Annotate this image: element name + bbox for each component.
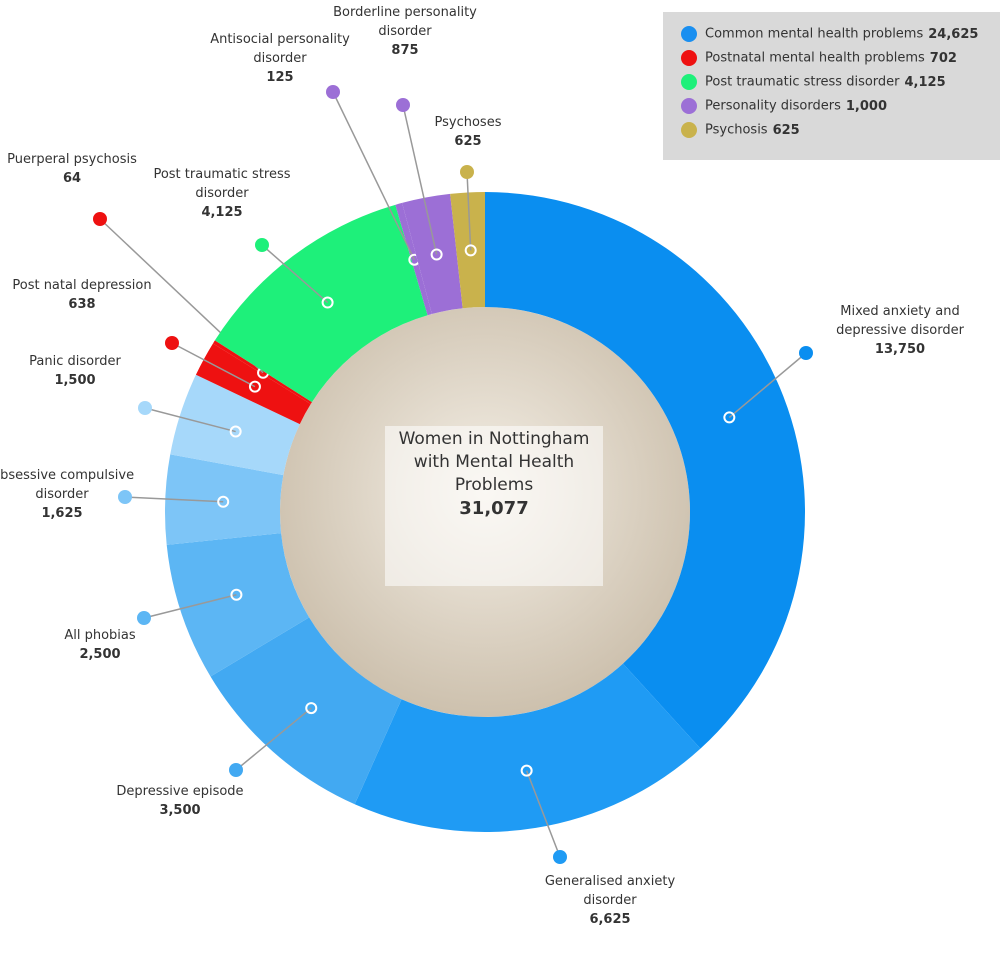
legend-name: Personality disorders xyxy=(705,99,841,114)
value-label: 125 xyxy=(205,68,355,87)
label-dot xyxy=(553,850,567,864)
legend-entry: Post traumatic stress disorder 4,125 xyxy=(681,74,946,90)
legend-name: Common mental health problems xyxy=(705,27,923,42)
legend-swatch xyxy=(681,74,697,90)
category-label: Psychoses xyxy=(435,115,502,130)
legend-name: Post traumatic stress disorder xyxy=(705,75,900,90)
legend-name: Postnatal mental health problems xyxy=(705,51,925,66)
value-label: 3,500 xyxy=(105,801,255,820)
segment-label: Borderline personality disorder 875 xyxy=(330,3,480,60)
legend-entry: Personality disorders 1,000 xyxy=(681,98,887,114)
label-dot xyxy=(165,336,179,350)
value-label: 6,625 xyxy=(535,910,685,929)
legend-entry: Psychosis 625 xyxy=(681,122,800,138)
category-label: Antisocial personality disorder xyxy=(210,32,350,66)
legend-value: 702 xyxy=(930,51,957,66)
value-label: 638 xyxy=(7,295,157,314)
legend-entry: Postnatal mental health problems 702 xyxy=(681,50,957,66)
label-dot xyxy=(93,212,107,226)
segment-label: Generalised anxiety disorder 6,625 xyxy=(535,872,685,929)
value-label: 13,750 xyxy=(825,340,975,359)
value-label: 625 xyxy=(393,132,543,151)
legend-value: 4,125 xyxy=(905,75,946,90)
segment-label: Post traumatic stress disorder 4,125 xyxy=(147,165,297,222)
segment-label: Psychoses 625 xyxy=(393,113,543,151)
category-label: Generalised anxiety disorder xyxy=(545,874,675,908)
label-dot xyxy=(138,401,152,415)
center-title: Women in Nottingham with Mental Health P… xyxy=(385,428,603,497)
label-dot xyxy=(255,238,269,252)
label-dot xyxy=(799,346,813,360)
value-label: 4,125 xyxy=(147,203,297,222)
center-total: 31,077 xyxy=(385,497,603,520)
category-label: Borderline personality disorder xyxy=(333,5,477,39)
chart: Women in Nottingham with Mental Health P… xyxy=(0,0,1000,957)
category-label: Obsessive compulsive disorder xyxy=(0,468,134,502)
label-dot xyxy=(229,763,243,777)
center-text: Women in Nottingham with Mental Health P… xyxy=(385,428,603,520)
value-label: 1,500 xyxy=(0,371,150,390)
legend-name: Psychosis xyxy=(705,123,768,138)
value-label: 1,625 xyxy=(0,504,137,523)
segment-label: Panic disorder 1,500 xyxy=(0,352,150,390)
category-label: Panic disorder xyxy=(29,354,121,369)
label-dot xyxy=(326,85,340,99)
label-dot xyxy=(460,165,474,179)
legend-entry: Common mental health problems 24,625 xyxy=(681,26,978,42)
category-label: Puerperal psychosis xyxy=(7,152,137,167)
legend-swatch xyxy=(681,26,697,42)
legend-swatch xyxy=(681,98,697,114)
value-label: 64 xyxy=(0,169,147,188)
legend-swatch xyxy=(681,122,697,138)
category-label: Post natal depression xyxy=(12,278,151,293)
segment-label: Depressive episode 3,500 xyxy=(105,782,255,820)
segment-label: Puerperal psychosis 64 xyxy=(0,150,147,188)
legend-value: 1,000 xyxy=(846,99,887,114)
segment-label: Post natal depression 638 xyxy=(7,276,157,314)
legend-swatch xyxy=(681,50,697,66)
label-dot xyxy=(396,98,410,112)
segment-label: Mixed anxiety and depressive disorder 13,… xyxy=(825,302,975,359)
value-label: 2,500 xyxy=(25,645,175,664)
label-dot xyxy=(137,611,151,625)
value-label: 875 xyxy=(330,41,480,60)
legend-value: 625 xyxy=(773,123,800,138)
segment-label: Obsessive compulsive disorder 1,625 xyxy=(0,466,137,523)
legend-value: 24,625 xyxy=(928,27,978,42)
category-label: Post traumatic stress disorder xyxy=(153,167,290,201)
segment-label: All phobias 2,500 xyxy=(25,626,175,664)
category-label: All phobias xyxy=(64,628,135,643)
category-label: Depressive episode xyxy=(116,784,243,799)
category-label: Mixed anxiety and depressive disorder xyxy=(836,304,964,338)
